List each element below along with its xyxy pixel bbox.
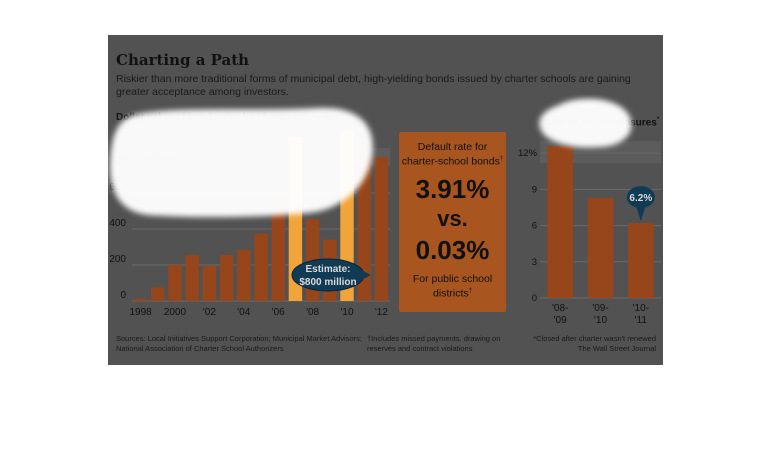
bar: [547, 145, 574, 298]
public-default-label: For public school districts†: [399, 273, 506, 300]
closure-rate-title-mark: *: [656, 117, 660, 123]
bar: [587, 197, 614, 298]
default-rate-box: Default rate for charter-school bonds† 3…: [399, 132, 506, 312]
x-tick-label: '06: [272, 307, 285, 318]
default-rate-label: Default rate for charter-school bonds†: [399, 141, 506, 168]
bar: [185, 255, 199, 301]
bar: [133, 298, 148, 301]
y-tick-label: 400: [109, 218, 126, 229]
x-tick-label: 2000: [164, 307, 187, 318]
x-tick-label-end: '11: [635, 315, 648, 326]
bar: [202, 265, 217, 301]
x-tick-label-start: '08-: [552, 303, 568, 314]
bar: [237, 249, 251, 301]
y-tick-label: 9: [532, 184, 537, 195]
bond-sales-chart-title: Dollar value of bond sales by charter sc…: [116, 112, 332, 123]
bar: [627, 223, 654, 298]
estimate-callout-pointer: [358, 268, 371, 282]
x-tick-label-end: '10: [594, 315, 607, 326]
public-default-rate: 0.03%: [415, 235, 490, 265]
public-default-label-text: For public school districts: [412, 273, 493, 300]
bar: [151, 287, 165, 301]
footer-note-closures: *Closed after charter wasn't renewed The…: [518, 334, 656, 354]
graphic-title: Charting a Path: [116, 51, 250, 69]
y-tick-label: 0: [532, 293, 537, 304]
y-tick-label: 12%: [518, 148, 538, 159]
x-tick-label-start: '09-: [592, 303, 608, 314]
charter-default-rate: 3.91%: [415, 174, 490, 204]
closure-rate-chart: 0 3 6 9 12% '08-'09 '09-'10 '10-'11 6.2%: [518, 141, 661, 326]
bar: [271, 198, 285, 301]
bar: [374, 157, 389, 301]
y-tick-label: 3: [532, 257, 537, 268]
x-tick-label: 1998: [129, 307, 152, 318]
footer-sources: Sources: Local Initiatives Support Corpo…: [116, 334, 362, 353]
x-tick-label: '02: [203, 307, 216, 318]
y-tick-label: 600: [109, 182, 126, 193]
footer-note-default: †Includes missed payments, drawing on re…: [367, 334, 501, 353]
x-tick-label: '04: [237, 307, 250, 318]
graphic-subtitle: Riskier than more traditional forms of m…: [116, 73, 631, 98]
y-tick-label: 6: [532, 221, 537, 232]
footer-credit: The Wall Street Journal: [577, 344, 656, 353]
closure-rate-chart-title: Rate of school closures*: [544, 117, 659, 128]
y-tick-label: 200: [109, 254, 126, 265]
footer-note-closures-text: *Closed after charter wasn't renewed: [533, 334, 656, 343]
versus-label: vs.: [437, 206, 468, 231]
default-rate-label-mark: †: [499, 156, 504, 162]
y-tick-label: 0: [120, 290, 126, 301]
bar: [254, 233, 268, 301]
closure-callout-pointer: [635, 205, 646, 222]
estimate-value: $800 million: [299, 277, 356, 288]
closure-callout-label: 6.2%: [629, 193, 652, 204]
closure-callout: [626, 186, 655, 209]
x-tick-label: '10: [340, 307, 353, 318]
graphic-panel: Charting a Path Riskier than more tradit…: [108, 35, 663, 365]
estimate-label: Estimate:: [305, 264, 350, 275]
x-tick-label: '08: [306, 307, 319, 318]
bar: [168, 265, 182, 301]
bar: [219, 255, 234, 301]
public-default-label-mark: †: [468, 288, 472, 294]
closure-rate-title-text: Rate of school closures: [544, 117, 657, 129]
y-tick-label-top: $800 million: [120, 152, 173, 163]
x-tick-label: '12: [375, 307, 388, 318]
x-tick-label-start: '10-: [633, 303, 649, 314]
x-tick-label-end: '09: [554, 315, 567, 326]
bond-sales-chart: 0 200 400 600 $800 million 1998 2000 '02 '04 '06 '…: [109, 130, 390, 318]
default-rate-label-text: Default rate for charter-school bonds: [401, 141, 500, 168]
